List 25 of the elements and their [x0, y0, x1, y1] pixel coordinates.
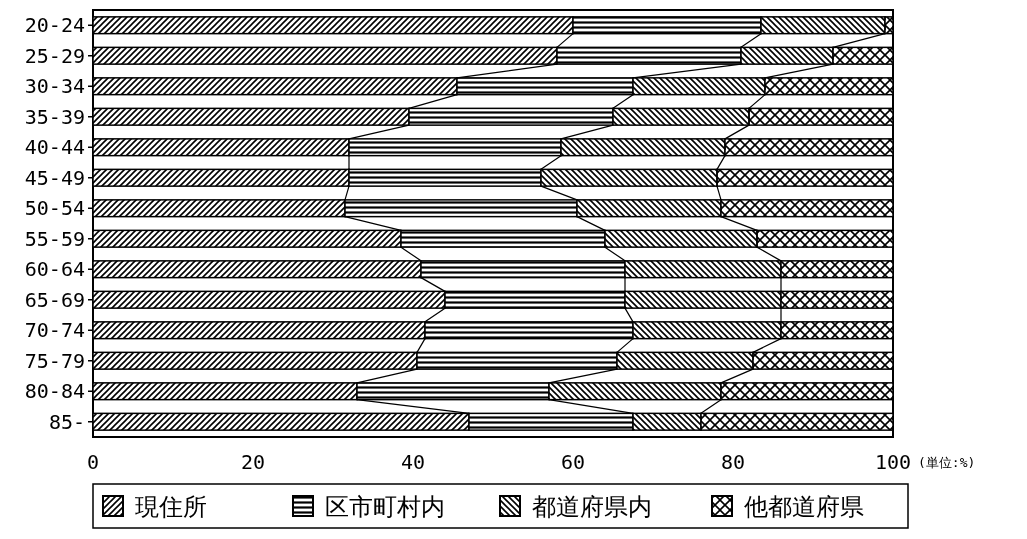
y-tick-label: 25-29: [24, 43, 85, 68]
x-tick-label: 80: [720, 450, 746, 474]
y-tick-label: 65-69: [24, 287, 85, 312]
x-tick-label: 100: [874, 450, 912, 474]
legend-label: 区市町村内: [325, 493, 445, 521]
y-tick-label: 85-: [48, 409, 85, 434]
y-tick-label: 30-34: [24, 74, 85, 99]
x-tick-label: 20: [240, 450, 266, 474]
y-tick-label: 40-44: [24, 135, 85, 160]
y-tick-label: 70-74: [24, 318, 85, 343]
y-tick-label: 35-39: [24, 104, 85, 129]
legend-label: 他都道府県: [744, 493, 864, 521]
y-tick-label: 45-49: [24, 165, 85, 190]
x-tick-label: 60: [560, 450, 586, 474]
y-tick-label: 80-84: [24, 379, 85, 404]
y-tick-label: 60-64: [24, 257, 85, 282]
x-axis-title: (単位:%): [918, 455, 976, 470]
y-tick-label: 50-54: [24, 196, 85, 221]
y-tick-label: 20-24: [24, 13, 85, 38]
legend-label: 現住所: [135, 493, 207, 521]
x-tick-label: 40: [400, 450, 426, 474]
legend-label: 都道府県内: [532, 493, 652, 521]
x-tick-label: 0: [86, 450, 100, 474]
y-tick-label: 55-59: [24, 226, 85, 251]
y-tick-label: 75-79: [24, 348, 85, 373]
